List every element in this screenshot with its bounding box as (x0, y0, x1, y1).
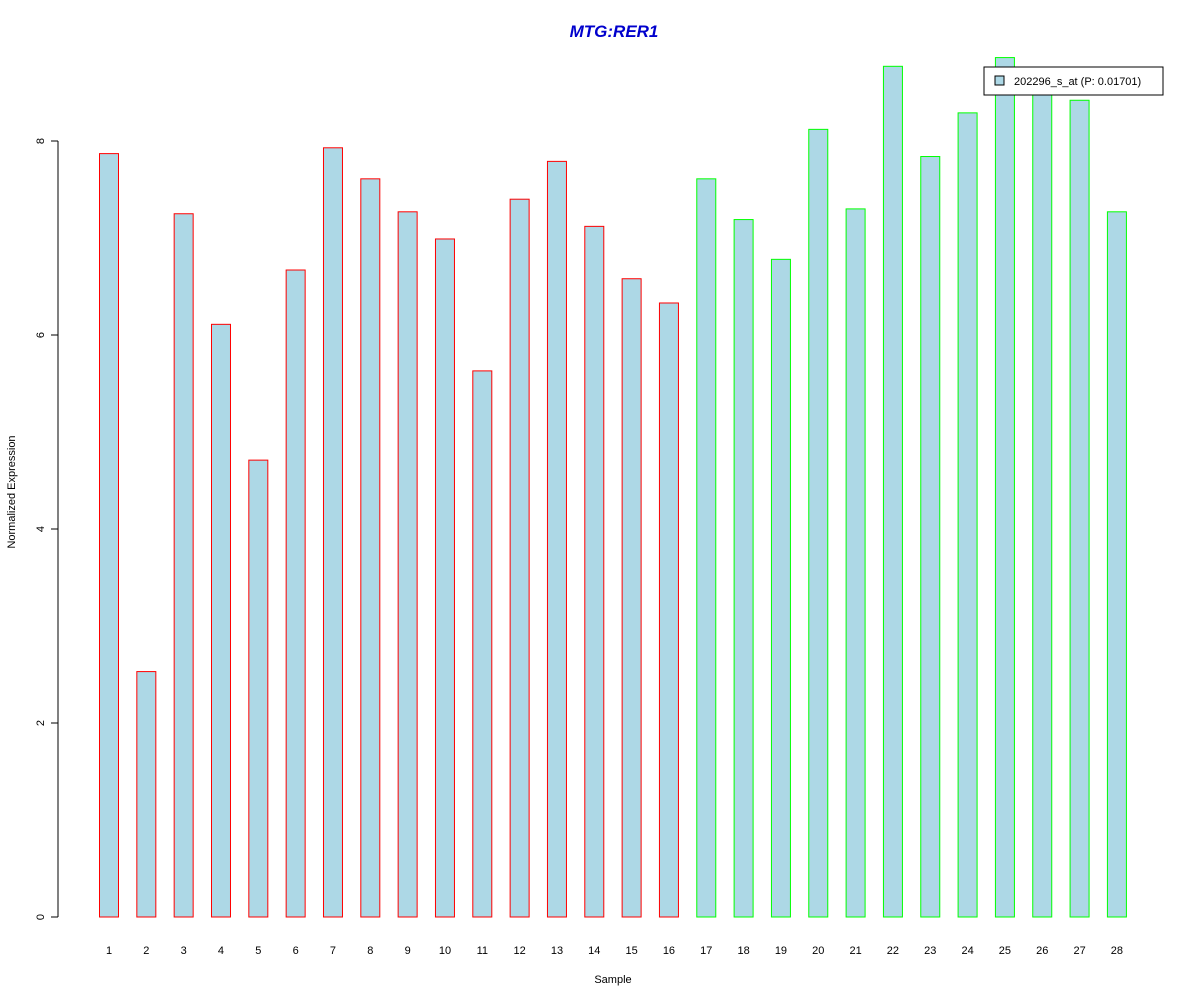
bar-sample-24 (957, 112, 978, 918)
x-tick-label: 16 (663, 945, 675, 957)
x-tick-label: 15 (625, 945, 637, 957)
x-tick-label: 28 (1111, 945, 1123, 957)
bar-sample-11 (472, 370, 493, 918)
x-tick-label: 27 (1073, 945, 1085, 957)
bar-sample-8 (360, 178, 381, 918)
bar-sample-26 (1032, 79, 1053, 918)
x-tick-label: 23 (924, 945, 936, 957)
bar-sample-12 (509, 198, 530, 918)
bar-sample-7 (322, 147, 343, 918)
bar-sample-16 (658, 302, 679, 918)
y-axis: 0 2 4 6 8 (35, 138, 59, 920)
legend-entry-label: 202296_s_at (P: 0.01701) (1014, 76, 1141, 88)
bar-sample-10 (434, 238, 455, 918)
x-tick-label: 4 (218, 945, 224, 957)
bar-sample-3 (173, 213, 194, 918)
x-tick-label: 21 (849, 945, 861, 957)
bar-sample-4 (210, 323, 231, 918)
x-tick-label: 2 (143, 945, 149, 957)
bar-sample-22 (882, 65, 903, 918)
y-tick-label: 4 (35, 526, 47, 532)
x-tick-label: 11 (477, 945, 488, 957)
x-tick-labels: 1 2 3 4 5 6 7 8 9 10 11 12 13 14 15 16 17 18 19 20 21 22 23 24 2… (106, 945, 1123, 957)
x-tick-label: 22 (887, 945, 899, 957)
x-tick-label: 7 (330, 945, 336, 957)
y-tick-label: 6 (35, 332, 47, 338)
x-tick-label: 19 (775, 945, 787, 957)
bar-sample-2 (136, 671, 157, 918)
bar-sample-18 (733, 219, 754, 918)
legend: 202296_s_at (P: 0.01701) (983, 66, 1164, 96)
y-axis-label: Normalized Expression (6, 435, 18, 548)
x-tick-label: 10 (439, 945, 451, 957)
bar-sample-5 (248, 459, 269, 918)
bar-sample-14 (584, 225, 605, 918)
x-tick-label: 26 (1036, 945, 1048, 957)
bar-sample-19 (770, 258, 791, 918)
bar-sample-17 (696, 178, 717, 918)
bar-sample-15 (621, 278, 642, 918)
x-tick-label: 5 (255, 945, 261, 957)
bar-sample-20 (808, 128, 829, 918)
x-tick-label: 20 (812, 945, 824, 957)
x-tick-label: 6 (293, 945, 299, 957)
x-tick-label: 25 (999, 945, 1011, 957)
y-tick-label: 0 (35, 914, 47, 920)
x-tick-label: 24 (961, 945, 973, 957)
bar-sample-28 (1106, 211, 1127, 918)
x-tick-label: 3 (181, 945, 187, 957)
x-tick-label: 14 (588, 945, 600, 957)
legend-box (983, 66, 1164, 96)
x-tick-label: 18 (737, 945, 749, 957)
bar-sample-13 (546, 160, 567, 918)
bars-group (99, 57, 1127, 918)
x-tick-label: 8 (367, 945, 373, 957)
bar-sample-9 (397, 211, 418, 918)
x-tick-label: 1 (106, 945, 112, 957)
bar-sample-25 (994, 57, 1015, 918)
x-tick-label: 17 (700, 945, 712, 957)
y-tick-label: 8 (35, 138, 47, 144)
y-tick-label: 2 (35, 720, 47, 726)
bar-sample-23 (920, 156, 941, 918)
x-axis-label: Sample (594, 974, 631, 986)
bar-sample-1 (99, 153, 119, 918)
x-tick-label: 9 (405, 945, 411, 957)
bar-sample-27 (1069, 99, 1090, 918)
bar-sample-21 (845, 208, 866, 918)
x-tick-label: 13 (551, 945, 563, 957)
chart-title: MTG:RER1 (570, 22, 659, 41)
x-tick-label: 12 (514, 945, 526, 957)
bar-sample-6 (285, 269, 306, 918)
legend-swatch (994, 75, 1005, 86)
